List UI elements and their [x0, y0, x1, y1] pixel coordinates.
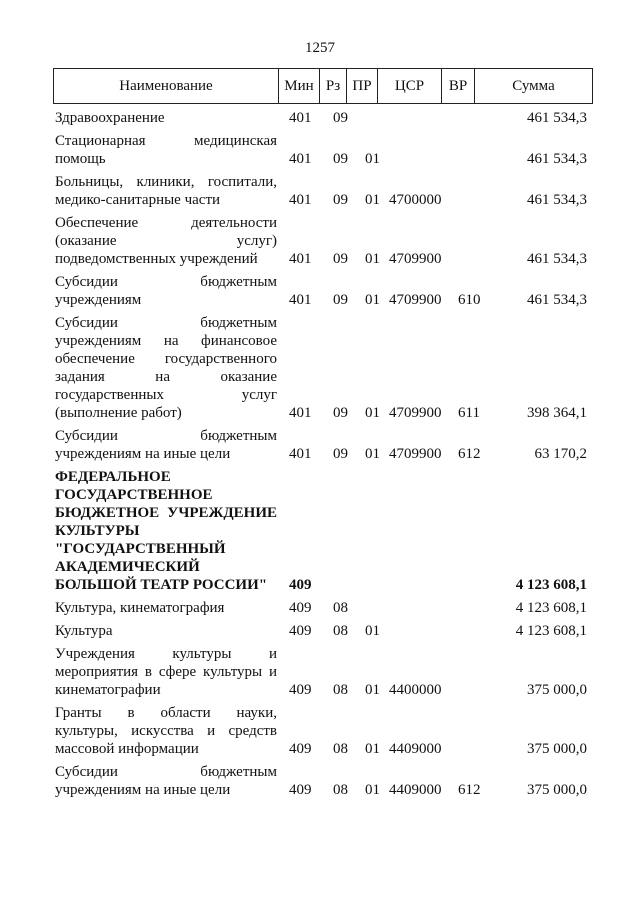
header-min: Мин — [278, 68, 320, 104]
cell-vr: 610 — [458, 292, 481, 308]
cell-rz: 09 — [333, 110, 348, 126]
cell-csr: 4700000 — [389, 192, 442, 208]
cell-name: Субсидии бюджетным учреждениям на иные ц… — [55, 764, 277, 798]
cell-pr: 01 — [365, 741, 380, 757]
cell-csr: 4709900 — [389, 251, 442, 267]
table-header: Наименование Мин Рз ПР ЦСР ВР Сумма — [53, 68, 593, 104]
cell-sum: 461 534,3 — [527, 110, 587, 126]
cell-min: 401 — [289, 251, 312, 267]
table-row: Субсидии бюджетным учреждениям на иные ц… — [55, 422, 590, 463]
cell-sum: 375 000,0 — [527, 741, 587, 757]
cell-name: Здравоохранение — [55, 110, 165, 126]
table-row: Учреждения культуры и мероприятия в сфер… — [55, 640, 590, 699]
cell-sum: 461 534,3 — [527, 292, 587, 308]
cell-sum: 4 123 608,1 — [515, 600, 587, 616]
cell-min: 401 — [289, 405, 312, 421]
page-number: 1257 — [305, 40, 335, 56]
cell-name: Больницы, клиники, госпитали, медико-сан… — [55, 174, 277, 208]
cell-pr: 01 — [365, 623, 380, 639]
cell-name: Субсидии бюджетным учреждениям на финанс… — [55, 315, 277, 421]
cell-name: Обеспечение деятельности (оказание услуг… — [55, 215, 277, 267]
cell-rz: 09 — [333, 292, 348, 308]
cell-pr: 01 — [365, 446, 380, 462]
cell-name: ФЕДЕРАЛЬНОЕ ГОСУДАРСТВЕННОЕ БЮДЖЕТНОЕ УЧ… — [55, 469, 277, 593]
cell-name: Гранты в области науки, культуры, искусс… — [55, 705, 277, 757]
cell-name: Учреждения культуры и мероприятия в сфер… — [55, 646, 277, 698]
cell-csr: 4400000 — [389, 682, 442, 698]
cell-min: 401 — [289, 151, 312, 167]
table-row: Здравоохранение 401 09 461 534,3 — [55, 104, 590, 127]
cell-rz: 09 — [333, 192, 348, 208]
cell-rz: 08 — [333, 623, 348, 639]
cell-pr: 01 — [365, 192, 380, 208]
cell-min: 409 — [289, 782, 312, 798]
table-row: Субсидии бюджетным учреждениям 401 09 01 470… — [55, 268, 590, 309]
table-row: Стационарная медицинская помощь 401 09 01 46… — [55, 127, 590, 168]
cell-sum: 461 534,3 — [527, 251, 587, 267]
cell-sum: 398 364,1 — [527, 405, 587, 421]
cell-min: 409 — [289, 600, 312, 616]
cell-name: Субсидии бюджетным учреждениям — [55, 274, 277, 308]
cell-csr: 4409000 — [389, 741, 442, 757]
cell-pr: 01 — [365, 782, 380, 798]
cell-sum: 375 000,0 — [527, 682, 587, 698]
table-row: Субсидии бюджетным учреждениям на иные ц… — [55, 758, 590, 799]
cell-vr: 611 — [458, 405, 480, 421]
cell-sum: 461 534,3 — [527, 151, 587, 167]
table-row: Культура, кинематография 409 08 4 123 608,1 — [55, 594, 590, 617]
cell-pr: 01 — [365, 405, 380, 421]
header-pr: ПР — [346, 68, 378, 104]
cell-vr: 612 — [458, 782, 481, 798]
cell-sum: 4 123 608,1 — [515, 577, 587, 593]
cell-min: 409 — [289, 682, 312, 698]
cell-pr: 01 — [365, 292, 380, 308]
cell-sum: 461 534,3 — [527, 192, 587, 208]
cell-min: 409 — [289, 623, 312, 639]
cell-min: 401 — [289, 192, 312, 208]
cell-vr: 612 — [458, 446, 481, 462]
cell-csr: 4709900 — [389, 292, 442, 308]
cell-rz: 08 — [333, 600, 348, 616]
header-csr: ЦСР — [377, 68, 442, 104]
table-row: Гранты в области науки, культуры, искусс… — [55, 699, 590, 758]
cell-name: Стационарная медицинская помощь — [55, 133, 277, 167]
cell-csr: 4709900 — [389, 446, 442, 462]
cell-rz: 09 — [333, 151, 348, 167]
cell-min: 401 — [289, 292, 312, 308]
cell-min: 409 — [289, 741, 312, 757]
cell-sum: 375 000,0 — [527, 782, 587, 798]
cell-pr: 01 — [365, 682, 380, 698]
header-rz: Рз — [319, 68, 347, 104]
cell-csr: 4409000 — [389, 782, 442, 798]
cell-min: 409 — [289, 577, 312, 593]
table-body: Здравоохранение 401 09 461 534,3 Стационарна… — [55, 104, 590, 799]
table-row: Обеспечение деятельности (оказание услуг… — [55, 209, 590, 268]
header-sum: Сумма — [474, 68, 593, 104]
cell-rz: 08 — [333, 782, 348, 798]
cell-rz: 09 — [333, 446, 348, 462]
table-row: ФЕДЕРАЛЬНОЕ ГОСУДАРСТВЕННОЕ БЮДЖЕТНОЕ УЧ… — [55, 463, 590, 594]
cell-rz: 08 — [333, 741, 348, 757]
cell-rz: 09 — [333, 251, 348, 267]
table-row: Культура 409 08 01 4 123 608,1 — [55, 617, 590, 640]
header-vr: ВР — [441, 68, 475, 104]
cell-min: 401 — [289, 446, 312, 462]
cell-name: Субсидии бюджетным учреждениям на иные ц… — [55, 428, 277, 462]
cell-csr: 4709900 — [389, 405, 442, 421]
cell-rz: 08 — [333, 682, 348, 698]
cell-rz: 09 — [333, 405, 348, 421]
cell-sum: 63 170,2 — [534, 446, 588, 462]
header-name: Наименование — [53, 68, 279, 104]
cell-pr: 01 — [365, 251, 380, 267]
cell-pr: 01 — [365, 151, 380, 167]
cell-min: 401 — [289, 110, 312, 126]
cell-sum: 4 123 608,1 — [515, 623, 587, 639]
cell-name: Культура, кинематография — [55, 600, 225, 616]
table-row: Субсидии бюджетным учреждениям на финанс… — [55, 309, 590, 422]
table-row: Больницы, клиники, госпитали, медико-сан… — [55, 168, 590, 209]
cell-name: Культура — [55, 623, 113, 639]
